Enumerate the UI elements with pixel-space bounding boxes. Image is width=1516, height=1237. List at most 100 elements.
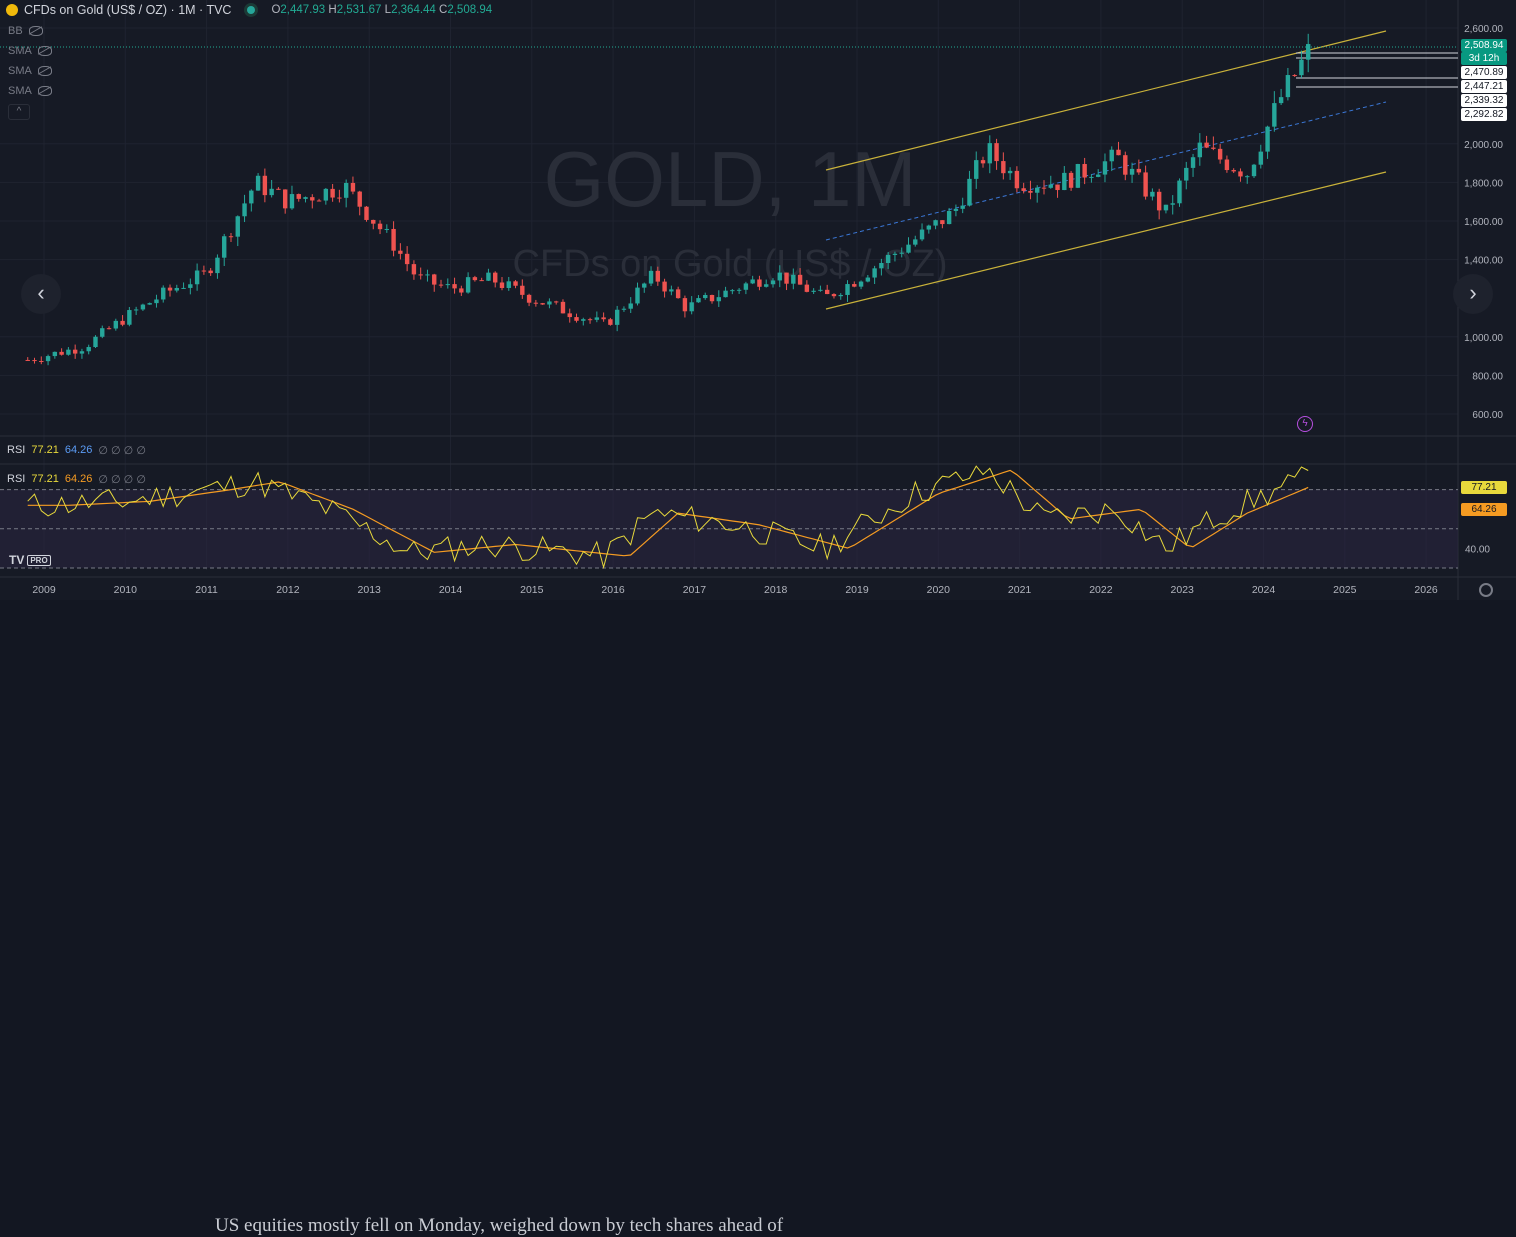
candle-up (1190, 157, 1196, 168)
candle-up (811, 290, 816, 292)
candle-down (1001, 161, 1006, 174)
candle-down (560, 301, 566, 314)
indicator-sma-3[interactable]: SMA (8, 85, 52, 97)
hidden-eye-icon[interactable] (28, 26, 43, 36)
candle-up (384, 228, 390, 230)
symbol-title[interactable]: CFDs on Gold (US$ / OZ) · 1M · TVC (24, 3, 232, 17)
candle-up (1251, 164, 1257, 177)
candle-up (1129, 168, 1135, 175)
hidden-eye-icon[interactable] (37, 86, 52, 96)
scroll-left-button[interactable]: ‹ (21, 274, 61, 314)
rsi-ma-line (27, 469, 1309, 557)
candle-down (804, 284, 810, 292)
rsi-legend-2[interactable]: RSI 77.21 64.26 ∅ ∅ ∅ ∅ (7, 473, 146, 486)
candle-up (635, 287, 640, 304)
candle-up (1007, 170, 1013, 174)
candle-up (425, 274, 430, 276)
time-tick-label: 2023 (1171, 584, 1195, 596)
article-area: US equities mostly fell on Monday, weigh… (0, 600, 1516, 1236)
candle-up (723, 290, 728, 298)
candle-down (1055, 184, 1060, 191)
hidden-eye-icon[interactable] (37, 66, 52, 76)
candle-down (364, 206, 369, 220)
indicator-sma-2[interactable]: SMA (8, 65, 52, 77)
rsi-ma-label: 64.26 (1461, 503, 1507, 516)
candle-down (1082, 164, 1087, 178)
candle-down (1136, 168, 1142, 173)
candle-up (249, 190, 254, 204)
candle-down (682, 298, 688, 312)
price-tick-label: 2,000.00 (1464, 140, 1503, 151)
candle-down (479, 280, 484, 282)
candle-up (791, 274, 796, 284)
candle-down (357, 191, 362, 207)
candle-down (1028, 190, 1033, 193)
candle-down (432, 274, 437, 285)
lightning-icon[interactable]: ϟ (1297, 416, 1313, 432)
candle-up (750, 279, 755, 284)
price-tick-label: 800.00 (1472, 371, 1503, 382)
candle-down (709, 294, 715, 302)
candle-up (818, 289, 823, 291)
candle-up (1184, 167, 1189, 181)
rsi-tick-label: 40.00 (1465, 544, 1490, 555)
time-tick-label: 2024 (1252, 584, 1276, 596)
candle-up (1265, 126, 1270, 152)
candle-up (147, 303, 152, 305)
candle-down (553, 301, 559, 303)
candle-up (1272, 103, 1277, 127)
candle-down (282, 189, 288, 209)
candle-up (730, 290, 735, 292)
candle-down (994, 143, 999, 162)
price-label-4: 2,292.82 (1461, 108, 1507, 121)
candle-down (1143, 172, 1148, 197)
candle-up (926, 225, 932, 230)
time-tick-label: 2020 (927, 584, 951, 596)
candle-up (181, 287, 186, 289)
last-price-label: 2,508.94 (1461, 39, 1507, 52)
candle-down (567, 313, 572, 318)
scroll-right-button[interactable]: › (1453, 274, 1493, 314)
candle-down (72, 349, 78, 354)
candle-up (303, 197, 308, 199)
candle-down (472, 277, 478, 281)
gold-icon (6, 4, 18, 16)
price-label-2: 2,447.21 (1461, 80, 1507, 93)
price-tick-label: 1,800.00 (1464, 178, 1503, 189)
candle-up (594, 317, 600, 320)
candle-down (1238, 171, 1243, 177)
candle-up (1306, 44, 1311, 60)
price-tick-label: 2,600.00 (1464, 24, 1503, 35)
tradingview-logo[interactable]: TV PRO (9, 553, 51, 567)
candle-down (106, 328, 112, 330)
time-tick-label: 2012 (276, 584, 300, 596)
settings-gear-icon[interactable] (1479, 583, 1493, 597)
candle-up (289, 194, 295, 209)
candle-down (228, 236, 234, 238)
candle-up (194, 270, 200, 285)
hidden-eye-icon[interactable] (37, 46, 52, 56)
candle-up (161, 287, 166, 300)
candle-down (398, 250, 403, 254)
candle-up (987, 143, 992, 164)
chart-area[interactable]: GOLD, 1M CFDs on Gold (US$ / OZ) 2,600.00 2… (0, 0, 1516, 600)
candle-down (574, 317, 579, 321)
rsi-legend-1[interactable]: RSI 77.21 64.26 ∅ ∅ ∅ ∅ (7, 444, 146, 457)
candle-down (520, 285, 525, 295)
candle-up (1109, 149, 1114, 162)
candle-up (1299, 59, 1304, 76)
collapse-indicators-button[interactable]: ^ (8, 104, 30, 120)
candle-down (1231, 170, 1236, 172)
indicator-sma-1[interactable]: SMA (8, 45, 52, 57)
candle-up (1278, 97, 1284, 104)
countdown-label: 3d 12h (1461, 52, 1507, 65)
candle-up (343, 182, 349, 198)
candle-up (642, 283, 647, 288)
candle-down (940, 220, 945, 225)
time-tick-label: 2022 (1089, 584, 1113, 596)
candle-down (1211, 147, 1216, 149)
indicator-bb[interactable]: BB (8, 25, 43, 37)
candle-up (581, 319, 586, 321)
candle-down (391, 228, 396, 251)
